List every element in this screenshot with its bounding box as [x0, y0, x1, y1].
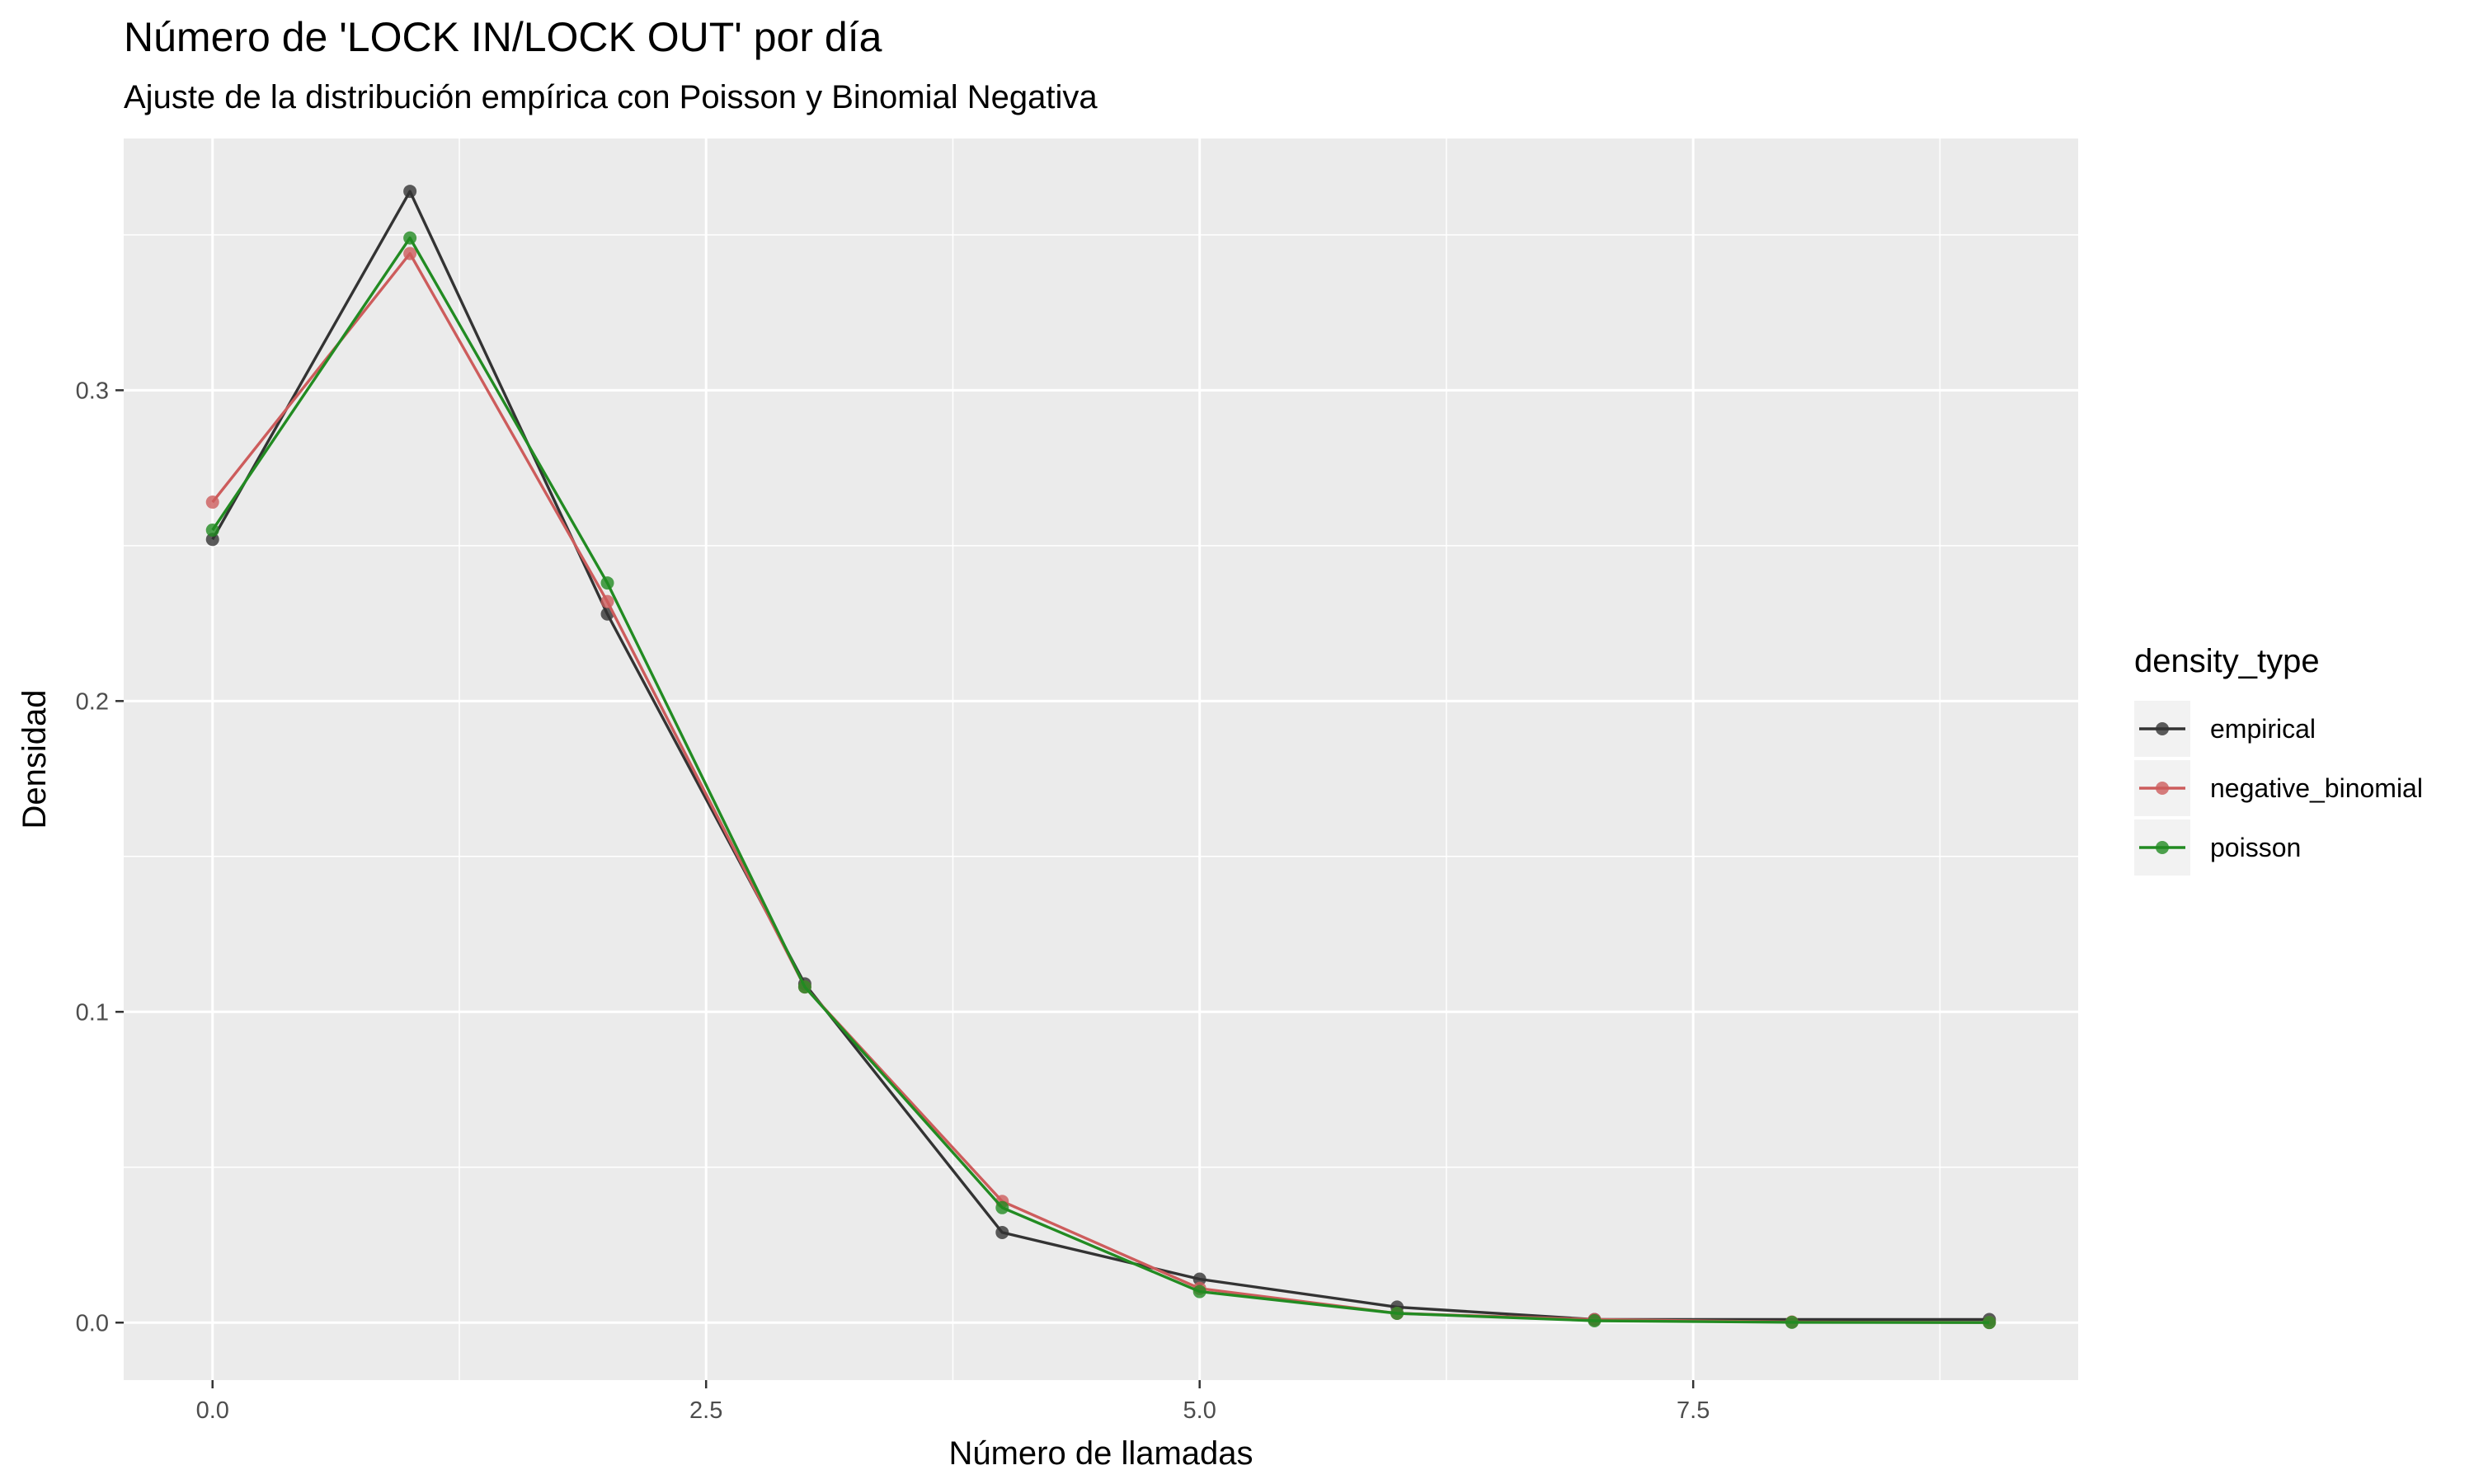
legend-key-point — [2156, 841, 2169, 854]
data-point — [403, 231, 417, 245]
data-point — [1390, 1306, 1404, 1320]
x-axis-title: Número de llamadas — [948, 1435, 1253, 1472]
data-point — [600, 576, 614, 590]
x-tick-label: 0.0 — [196, 1397, 229, 1424]
data-point — [1587, 1313, 1602, 1327]
x-axis: 0.0 2.5 5.0 7.5 — [196, 1380, 1710, 1424]
legend-title: density_type — [2134, 643, 2320, 679]
plot-panel — [124, 139, 2078, 1380]
legend-key-point — [2156, 722, 2169, 735]
data-point — [995, 1225, 1009, 1239]
grid-major — [124, 139, 2078, 1380]
chart-subtitle: Ajuste de la distribución empírica con P… — [124, 79, 1098, 115]
x-tick-label: 7.5 — [1677, 1397, 1710, 1424]
legend: density_type empirical negative_binomialp… — [2134, 643, 2423, 876]
grid-minor — [124, 139, 2078, 1380]
legend-item-empirical: empirical — [2134, 701, 2316, 757]
legend-label: empirical — [2210, 714, 2316, 744]
data-point — [205, 523, 219, 537]
chart-title: Número de 'LOCK IN/LOCK OUT' por día — [124, 14, 882, 60]
data-point — [995, 1200, 1009, 1214]
data-point — [205, 533, 219, 547]
data-point — [403, 185, 417, 199]
data-point — [1192, 1272, 1206, 1286]
y-axis-title: Densidad — [16, 689, 53, 829]
legend-label: poisson — [2210, 833, 2301, 862]
x-tick-label: 5.0 — [1183, 1397, 1216, 1424]
series-poisson — [205, 231, 1997, 1330]
data-point — [1982, 1316, 1997, 1330]
legend-item-negative-binomial: negative_binomial — [2134, 760, 2423, 816]
y-tick-label: 0.1 — [76, 999, 109, 1026]
y-axis: 0.0 0.1 0.2 0.3 — [76, 378, 124, 1336]
data-point — [1785, 1315, 1799, 1329]
y-tick-label: 0.2 — [76, 688, 109, 715]
legend-key-point — [2156, 782, 2169, 795]
y-tick-label: 0.3 — [76, 378, 109, 404]
series-line — [211, 236, 1990, 1324]
legend-item-poisson: poisson — [2134, 819, 2301, 876]
legend-label: negative_binomial — [2210, 773, 2423, 803]
x-tick-label: 2.5 — [689, 1397, 722, 1424]
y-tick-label: 0.0 — [76, 1310, 109, 1336]
data-point — [1192, 1284, 1206, 1298]
data-point — [205, 495, 219, 510]
data-point — [403, 247, 417, 261]
data-point — [600, 594, 614, 608]
data-point — [797, 980, 811, 994]
series-layer — [205, 185, 1997, 1330]
